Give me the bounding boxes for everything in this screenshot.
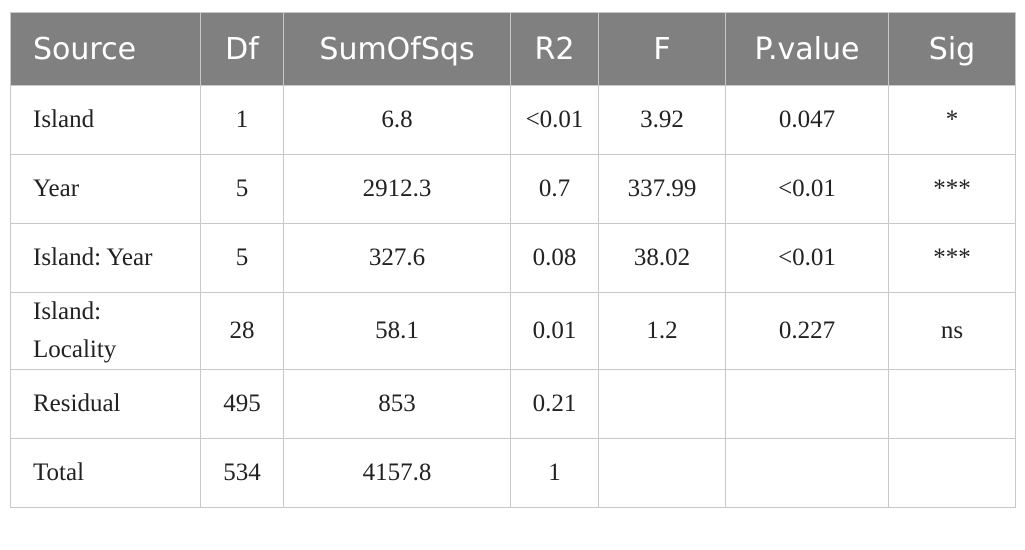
table-cell: 495 <box>200 369 284 439</box>
table-cell: 0.047 <box>725 85 889 155</box>
row-label: Total <box>10 438 201 508</box>
table-cell: 0.01 <box>510 292 599 370</box>
empty-cell <box>888 438 1016 508</box>
header-row: Source Df SumOfSqs R2 F P.value Sig <box>10 12 1016 86</box>
table-cell: 0.7 <box>510 154 599 224</box>
empty-cell <box>598 438 726 508</box>
table-cell: 5 <box>200 154 284 224</box>
table-cell: *** <box>888 154 1016 224</box>
table-row: Island 1 6.8 <0.01 3.92 0.047 * <box>10 85 1016 155</box>
table-row: Island: Locality 28 58.1 0.01 1.2 0.227 ns <box>10 292 1016 370</box>
table-cell: 38.02 <box>598 223 726 293</box>
row-label: Year <box>10 154 201 224</box>
header-cell: Source <box>10 12 201 86</box>
table-cell: 6.8 <box>283 85 511 155</box>
table-cell: <0.01 <box>725 223 889 293</box>
table-cell: *** <box>888 223 1016 293</box>
header-cell: R2 <box>510 12 599 86</box>
empty-cell <box>725 369 889 439</box>
table-cell: 58.1 <box>283 292 511 370</box>
header-cell: P.value <box>725 12 889 86</box>
table-cell: 534 <box>200 438 284 508</box>
table-row: Island: Year 5 327.6 0.08 38.02 <0.01 *** <box>10 223 1016 293</box>
table-cell: 1.2 <box>598 292 726 370</box>
table-container: Source Df SumOfSqs R2 F P.value Sig Island 1 6.8… <box>10 12 1016 508</box>
table-cell: <0.01 <box>725 154 889 224</box>
table-cell: 0.08 <box>510 223 599 293</box>
table-cell: 1 <box>510 438 599 508</box>
table-cell: 2912.3 <box>283 154 511 224</box>
table-cell: 3.92 <box>598 85 726 155</box>
table-cell: 853 <box>283 369 511 439</box>
table-row: Residual 495 853 0.21 <box>10 369 1016 439</box>
empty-cell <box>725 438 889 508</box>
empty-cell <box>888 369 1016 439</box>
table-cell: 0.21 <box>510 369 599 439</box>
table-cell: ns <box>888 292 1016 370</box>
table-cell: 337.99 <box>598 154 726 224</box>
row-label: Island: Year <box>10 223 201 293</box>
anova-table: Source Df SumOfSqs R2 F P.value Sig Island 1 6.8… <box>10 12 1016 508</box>
table-cell: 5 <box>200 223 284 293</box>
table-cell: 4157.8 <box>283 438 511 508</box>
table-body: Island 1 6.8 <0.01 3.92 0.047 * Year 5 2912.3 0.7 3… <box>10 85 1016 508</box>
empty-cell <box>598 369 726 439</box>
table-cell: * <box>888 85 1016 155</box>
table-cell: 1 <box>200 85 284 155</box>
row-label: Island <box>10 85 201 155</box>
header-cell: SumOfSqs <box>283 12 511 86</box>
table-row: Total 534 4157.8 1 <box>10 438 1016 508</box>
row-label: Residual <box>10 369 201 439</box>
table-cell: 0.227 <box>725 292 889 370</box>
header-cell: Sig <box>888 12 1016 86</box>
row-label: Island: Locality <box>10 292 201 370</box>
table-cell: <0.01 <box>510 85 599 155</box>
table-cell: 327.6 <box>283 223 511 293</box>
header-cell: Df <box>200 12 284 86</box>
header-cell: F <box>598 12 726 86</box>
table-row: Year 5 2912.3 0.7 337.99 <0.01 *** <box>10 154 1016 224</box>
table-cell: 28 <box>200 292 284 370</box>
